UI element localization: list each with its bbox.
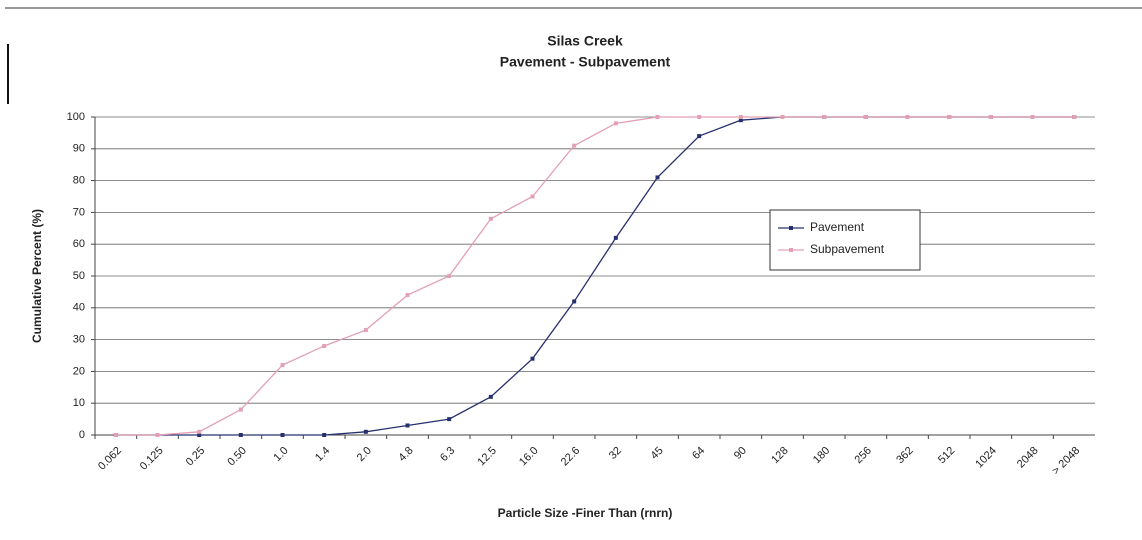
- data-point: [197, 433, 202, 437]
- y-tick-label: 80: [73, 175, 85, 187]
- data-point: [697, 115, 702, 119]
- data-point: [447, 417, 452, 422]
- data-point: [280, 363, 285, 368]
- x-axis-title: Particle Size -Finer Than (rnrn): [498, 506, 673, 520]
- data-point: [155, 433, 160, 437]
- data-point: [238, 407, 243, 412]
- legend-box: [769, 209, 921, 271]
- data-point: [738, 118, 743, 123]
- data-point: [447, 274, 452, 278]
- data-point: [405, 293, 410, 298]
- chart-title: Silas Creek: [547, 33, 623, 49]
- y-tick-label: 60: [73, 238, 85, 250]
- data-point: [738, 115, 743, 119]
- legend-marker: [789, 226, 793, 230]
- data-point: [905, 115, 910, 119]
- chart-subtitle: Pavement - Subpavement: [500, 54, 671, 70]
- data-point: [613, 121, 618, 126]
- data-point: [697, 134, 702, 139]
- data-point: [363, 429, 368, 434]
- data-point: [530, 194, 535, 199]
- y-axis-title: Cumulative Percent (%): [30, 209, 44, 343]
- data-point: [488, 216, 493, 221]
- y-tick-label: 40: [73, 302, 85, 314]
- data-point: [613, 235, 618, 240]
- data-point: [280, 433, 285, 437]
- data-point: [988, 115, 993, 119]
- data-point: [572, 143, 577, 148]
- data-point: [1072, 115, 1077, 119]
- data-point: [655, 175, 660, 180]
- y-tick-label: 100: [67, 111, 85, 123]
- series-line: [115, 116, 1075, 436]
- data-point: [405, 423, 410, 428]
- legend-marker: [789, 248, 793, 252]
- data-point: [655, 115, 660, 119]
- data-point: [363, 328, 368, 333]
- y-tick-label: 20: [73, 365, 85, 377]
- legend-label: Pavement: [810, 220, 865, 234]
- y-tick-label: 70: [73, 206, 85, 218]
- data-point: [572, 299, 577, 304]
- y-tick-label: 10: [73, 397, 85, 409]
- data-point: [947, 115, 952, 119]
- data-point: [1030, 115, 1035, 119]
- y-tick-label: 30: [73, 334, 85, 346]
- data-point: [322, 433, 327, 437]
- data-point: [197, 429, 202, 434]
- data-point: [530, 356, 535, 361]
- data-point: [322, 343, 327, 348]
- data-point: [238, 433, 243, 437]
- y-tick-label: 50: [73, 270, 85, 282]
- data-point: [780, 115, 785, 119]
- data-point: [863, 115, 868, 119]
- data-point: [113, 433, 118, 437]
- y-tick-label: 90: [73, 143, 85, 155]
- data-point: [822, 115, 827, 119]
- legend-label: Subpavement: [810, 242, 885, 256]
- y-tick-label: 0: [79, 429, 85, 441]
- data-point: [488, 394, 493, 399]
